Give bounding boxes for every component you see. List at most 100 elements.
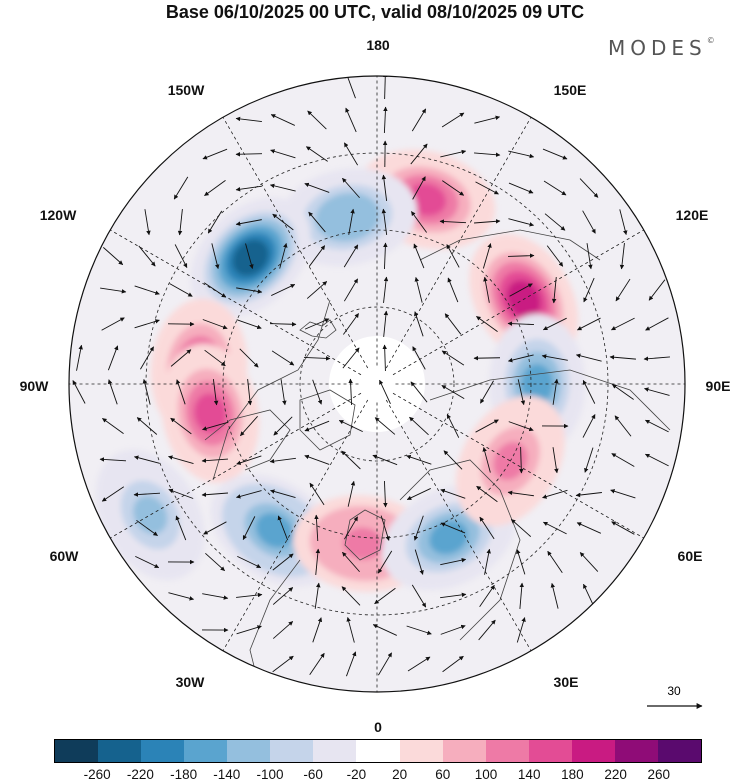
wind-arrow: [236, 625, 262, 635]
wind-arrow: [237, 555, 262, 569]
wind-arrow: [382, 344, 387, 372]
wind-arrow: [644, 419, 669, 433]
wind-arrow: [507, 490, 534, 497]
wind-arrow: [551, 277, 557, 304]
wind-arrow: [170, 349, 192, 367]
wind-arrow: [235, 116, 262, 123]
brand-logo: MODES©: [608, 36, 715, 60]
wind-arrow: [202, 593, 229, 600]
wind-arrow: [270, 114, 295, 126]
wind-arrow: [380, 515, 390, 541]
meridian-line: [110, 392, 362, 539]
anomaly-hudson-high: [161, 343, 259, 483]
wind-arrow: [247, 379, 253, 406]
wind-arrow: [374, 587, 396, 605]
wind-arrow: [236, 319, 262, 330]
wind-arrow: [440, 149, 467, 158]
colorbar-tick-label: 140: [517, 767, 541, 782]
wind-arrow: [374, 417, 396, 435]
coast-north-america: [212, 299, 331, 481]
wind-arrow: [576, 522, 602, 534]
wind-arrow: [100, 287, 127, 294]
coast-scandinavia: [399, 459, 521, 641]
wind-arrow: [414, 311, 424, 337]
wind-arrow: [175, 515, 187, 541]
wind-arrow: [272, 621, 294, 639]
brand-name: MODES: [608, 36, 707, 60]
wind-arrow: [272, 587, 294, 605]
wind-arrow: [444, 313, 462, 335]
wind-arrow: [272, 213, 294, 231]
wind-arrow: [138, 245, 156, 267]
wind-arrow: [107, 345, 119, 371]
wind-arrow: [543, 180, 567, 196]
wind-arrow: [475, 419, 499, 433]
wind-arrow: [550, 582, 559, 609]
wind-arrow: [304, 318, 330, 330]
wind-arrow: [212, 379, 219, 406]
wind-arrow: [170, 417, 192, 435]
wind-arrow: [314, 582, 321, 609]
wind-arrow: [144, 209, 151, 236]
wind-arrow: [372, 624, 397, 636]
wind-arrow: [410, 381, 428, 403]
wind-arrow: [645, 317, 669, 331]
wind-arrow: [169, 283, 193, 297]
wind-arrow: [508, 421, 534, 432]
wind-arrow: [272, 553, 294, 571]
wind-arrow: [270, 149, 296, 159]
wind-arrow: [346, 617, 355, 643]
colorbar: [54, 739, 702, 763]
colorbar-swatch: [313, 740, 357, 762]
anomaly-contour-band: [232, 239, 269, 276]
lon-label-60e: 60E: [677, 548, 703, 564]
wind-arrow: [377, 550, 393, 574]
wind-arrow: [507, 253, 535, 258]
wind-arrow: [273, 416, 293, 436]
wind-arrow: [582, 210, 596, 234]
anomaly-scandinavia-low: [381, 484, 516, 591]
wind-arrow: [478, 619, 496, 641]
lon-label-90e: 90E: [705, 378, 731, 394]
anomaly-contour-band: [429, 520, 468, 555]
wind-arrow: [440, 557, 467, 566]
anomaly-contour-band: [521, 364, 554, 404]
wind-arrow: [611, 453, 635, 467]
wind-arrow: [312, 379, 323, 405]
wind-arrow: [312, 617, 323, 643]
meridian-line: [110, 229, 362, 376]
wind-arrow: [381, 208, 388, 235]
wind-arrow: [582, 379, 596, 404]
wind-arrow: [619, 209, 628, 236]
wind-arrow: [168, 455, 194, 464]
wind-arrow: [473, 355, 501, 361]
wind-arrow: [383, 76, 388, 100]
wind-arrow: [579, 178, 599, 198]
wind-arrow: [308, 245, 326, 267]
wind-arrow: [383, 276, 389, 303]
wind-arrow: [176, 379, 186, 405]
wind-arrow: [342, 177, 360, 199]
wind-arrow: [381, 174, 388, 201]
wind-arrow: [406, 454, 432, 465]
wind-arrow: [309, 652, 325, 676]
wind-arrow: [245, 243, 254, 269]
wind-arrow: [619, 243, 625, 270]
wind-arrow: [236, 455, 262, 465]
wind-arrow: [211, 243, 220, 270]
wind-arrow: [102, 247, 124, 265]
colorbar-tick-label: 220: [604, 767, 627, 782]
wind-arrow: [648, 279, 666, 301]
wind-arrow: [484, 548, 491, 575]
colorbar-swatch: [227, 740, 271, 762]
wind-arrow: [277, 515, 289, 541]
wind-arrow: [306, 281, 328, 299]
wind-arrow: [407, 656, 431, 672]
wind-arrow: [615, 278, 631, 302]
wind-arrow: [383, 310, 389, 337]
wind-arrow: [474, 219, 501, 224]
colorbar-tick-label: -20: [346, 767, 367, 782]
wind-arrow: [341, 586, 361, 606]
wind-arrow: [541, 354, 568, 361]
wind-arrow: [174, 244, 188, 268]
